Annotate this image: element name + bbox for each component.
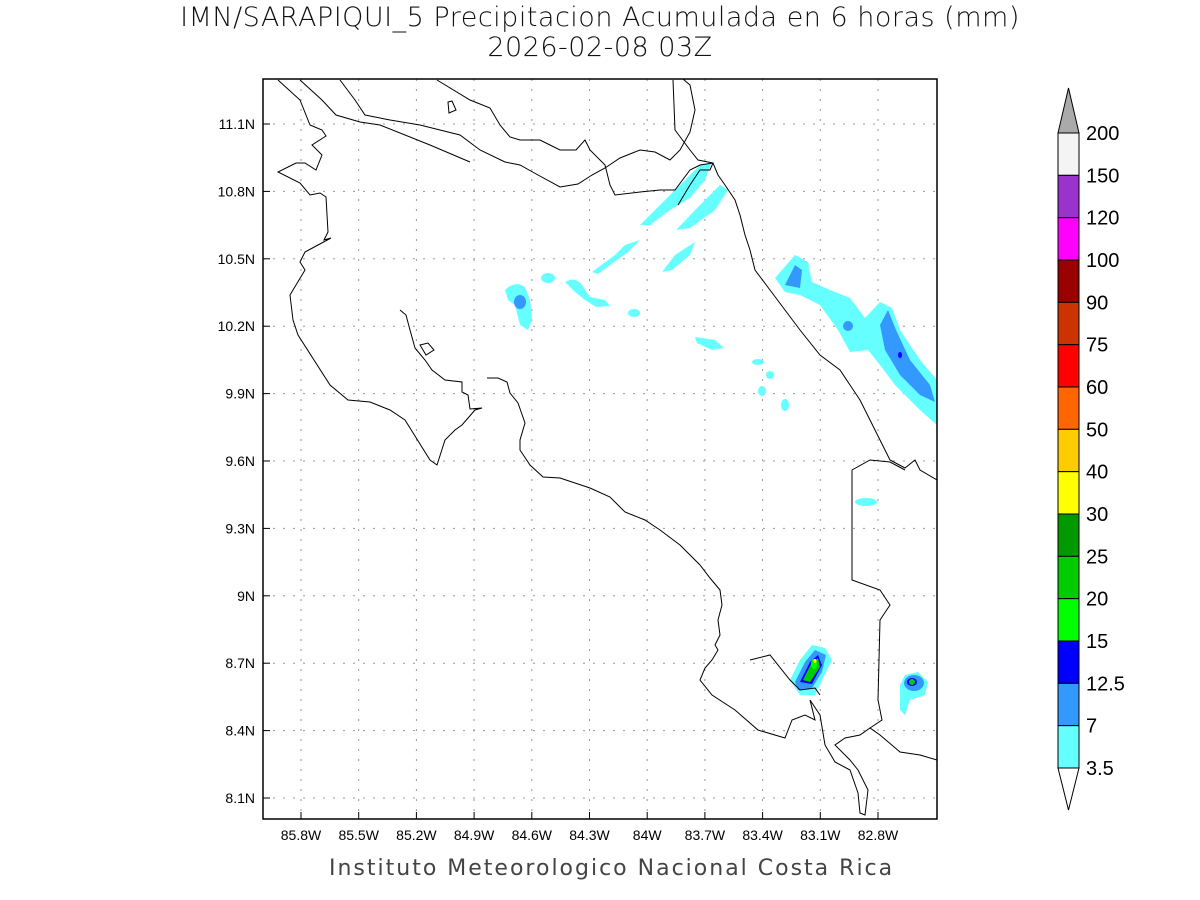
lon-tick-label: 83.4W	[742, 827, 783, 843]
lon-tick-label: 85.8W	[281, 827, 322, 843]
lon-tick-label: 85.2W	[396, 827, 437, 843]
colorbar-label: 120	[1086, 208, 1119, 230]
lon-tick-label: 84.6W	[512, 827, 553, 843]
island	[419, 342, 435, 356]
colorbar-swatch	[1057, 598, 1080, 642]
coastline	[276, 79, 483, 466]
coastlines-and-borders	[276, 79, 937, 816]
lat-tick-label: 10.5N	[218, 251, 255, 267]
lat-tick-label: 9.9N	[225, 386, 255, 402]
precip-area	[909, 679, 915, 685]
precip-area	[752, 359, 764, 365]
precip-area	[695, 337, 724, 350]
axis-ticks: 85.8W 85.5W 85.2W 84.9W 84.6W 84.3W 84W 83.7W 83…	[218, 116, 899, 843]
precip-area	[843, 321, 853, 331]
precip-area	[785, 265, 802, 288]
colorbar-swatch	[1057, 132, 1080, 176]
colorbar-swatch	[1057, 682, 1080, 727]
colorbar: 200 150 120 100 90 75 60 50 40 30 25 20 15 12.5 7 3.5	[1057, 87, 1125, 811]
precip-area	[541, 273, 555, 283]
colorbar-label: 15	[1086, 631, 1108, 653]
lon-tick-label: 83.7W	[685, 827, 726, 843]
colorbar-label: 75	[1086, 335, 1108, 357]
colorbar-swatch	[1057, 301, 1080, 346]
precip-area	[514, 295, 526, 309]
lat-tick-label: 10.2N	[218, 318, 255, 334]
precip-area	[775, 255, 937, 425]
lat-tick-label: 8.4N	[225, 723, 255, 739]
colorbar-label: 12.5	[1086, 673, 1125, 695]
colorbar-swatch	[1057, 640, 1080, 684]
colorbar-label: 50	[1086, 419, 1108, 441]
lat-tick-label: 11.1N	[219, 116, 255, 132]
coastline	[436, 79, 937, 481]
precip-area	[898, 352, 902, 358]
colorbar-swatch	[1057, 259, 1080, 303]
colorbar-swatch	[1057, 174, 1080, 219]
lon-tick-label: 84.3W	[569, 827, 610, 843]
precip-area	[813, 659, 817, 663]
map-frame	[262, 78, 938, 820]
lon-tick-label: 83.1W	[800, 827, 841, 843]
colorbar-swatch	[1057, 513, 1080, 557]
precip-area	[781, 399, 789, 411]
lon-tick-label: 84.9W	[454, 827, 495, 843]
colorbar-swatch	[1057, 555, 1080, 600]
lake-shore	[339, 79, 696, 188]
lon-tick-label: 84W	[633, 827, 663, 843]
colorbar-over-triangle	[1057, 87, 1080, 134]
colorbar-label: 90	[1086, 292, 1108, 314]
lat-tick-label: 8.1N	[225, 790, 255, 806]
colorbar-swatch	[1057, 217, 1080, 261]
lon-tick-label: 85.5W	[338, 827, 379, 843]
lat-tick-label: 9.3N	[225, 520, 255, 536]
colorbar-label: 40	[1086, 462, 1108, 484]
map-valid-time: 2026-02-08 03Z	[487, 32, 713, 63]
colorbar-swatch	[1057, 386, 1080, 430]
colorbar-label: 3.5	[1086, 758, 1114, 780]
precipitation-field	[505, 162, 937, 715]
colorbar-swatch	[1057, 344, 1080, 388]
colorbar-swatch	[1057, 725, 1080, 769]
colorbar-label: 100	[1086, 250, 1119, 272]
border	[851, 459, 906, 471]
colorbar-label: 30	[1086, 504, 1108, 526]
colorbar-under-triangle	[1057, 767, 1080, 811]
precip-area	[662, 242, 695, 272]
colorbar-label: 200	[1086, 123, 1119, 145]
colorbar-label: 60	[1086, 377, 1108, 399]
footer-credit: Instituto Meteorologico Nacional Costa R…	[329, 856, 895, 881]
lat-tick-label: 8.7N	[225, 655, 255, 671]
precip-area	[766, 371, 774, 379]
coastline	[487, 377, 937, 816]
precip-area	[565, 279, 610, 307]
precip-area	[758, 386, 766, 396]
river	[672, 79, 714, 206]
colorbar-swatch	[1057, 471, 1080, 515]
lat-tick-label: 10.8N	[218, 183, 255, 199]
precip-area	[628, 309, 640, 317]
colorbar-label: 25	[1086, 546, 1108, 568]
coastline	[749, 654, 821, 696]
colorbar-swatch	[1057, 428, 1080, 473]
precip-area	[676, 185, 728, 230]
lon-tick-label: 82.8W	[858, 827, 899, 843]
border	[299, 79, 471, 163]
colorbar-label: 7	[1086, 716, 1097, 738]
border	[851, 470, 891, 729]
lat-tick-label: 9N	[237, 588, 255, 604]
colorbar-label: 150	[1086, 165, 1119, 187]
map-title: IMN/SARAPIQUI_5 Precipitacion Acumulada …	[180, 2, 1020, 33]
precip-area	[855, 498, 877, 506]
precip-area	[880, 310, 935, 402]
precip-area	[592, 240, 640, 274]
lat-tick-label: 9.6N	[225, 453, 255, 469]
precip-area	[640, 162, 712, 225]
graticule	[263, 79, 937, 819]
colorbar-label: 20	[1086, 589, 1108, 611]
island	[447, 100, 457, 114]
